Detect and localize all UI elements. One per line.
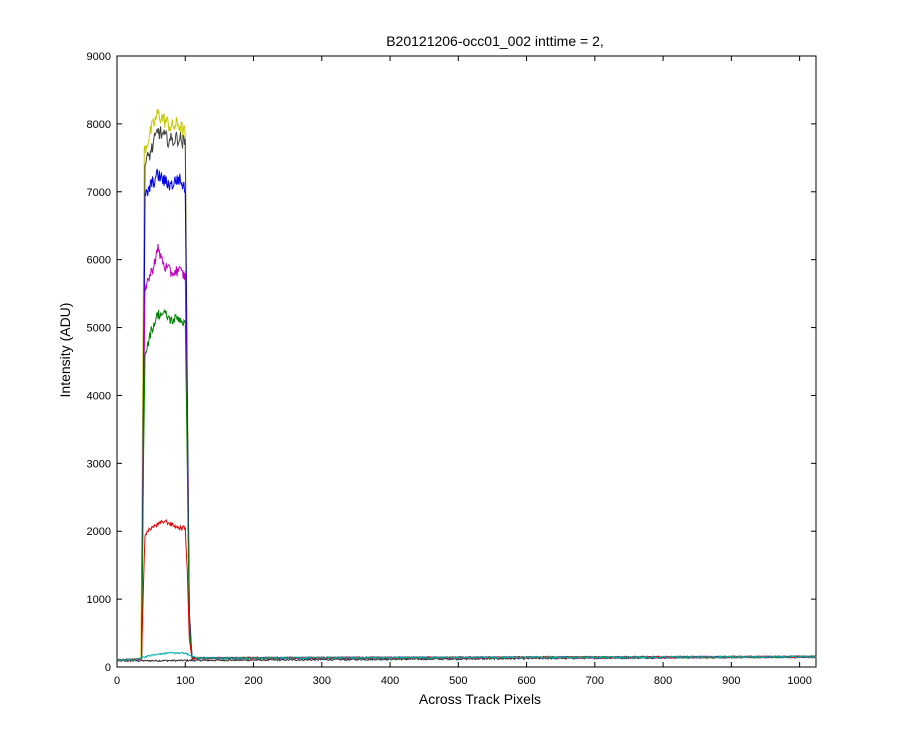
y-tick-label: 4000 (87, 390, 111, 402)
y-tick-label: 5000 (87, 323, 111, 335)
x-tick-label: 500 (449, 675, 467, 687)
series-line-6 (116, 651, 817, 662)
y-tick-label: 8000 (87, 119, 111, 131)
x-tick-label: 800 (654, 675, 672, 687)
series-layer (116, 109, 817, 663)
y-tick-label: 1000 (87, 594, 111, 606)
plot-area (116, 55, 817, 668)
y-tick-label: 3000 (87, 458, 111, 470)
x-tick-label: 700 (586, 675, 604, 687)
x-tick-label: 100 (176, 675, 194, 687)
x-tick-label: 0 (114, 675, 120, 687)
x-tick-label: 300 (313, 675, 331, 687)
chart-title: B20121206-occ01_002 inttime = 2, (386, 33, 604, 49)
y-tick-label: 6000 (87, 255, 111, 267)
y-axis-label: Intensity (ADU) (57, 303, 73, 398)
x-tick-label: 400 (381, 675, 399, 687)
x-axis-label: Across Track Pixels (419, 691, 541, 707)
x-tick-label: 1000 (787, 675, 811, 687)
x-tick-label: 200 (244, 675, 262, 687)
y-tick-label: 2000 (87, 526, 111, 538)
y-tick-label: 0 (105, 662, 111, 674)
x-tick-label: 600 (517, 675, 535, 687)
y-tick-label: 9000 (87, 51, 111, 63)
x-tick-label: 900 (722, 675, 740, 687)
y-tick-label: 7000 (87, 187, 111, 199)
ticks-layer: 0 100 200 300 400 500 600 700 800 900 1000 0 1000 200… (87, 51, 816, 687)
